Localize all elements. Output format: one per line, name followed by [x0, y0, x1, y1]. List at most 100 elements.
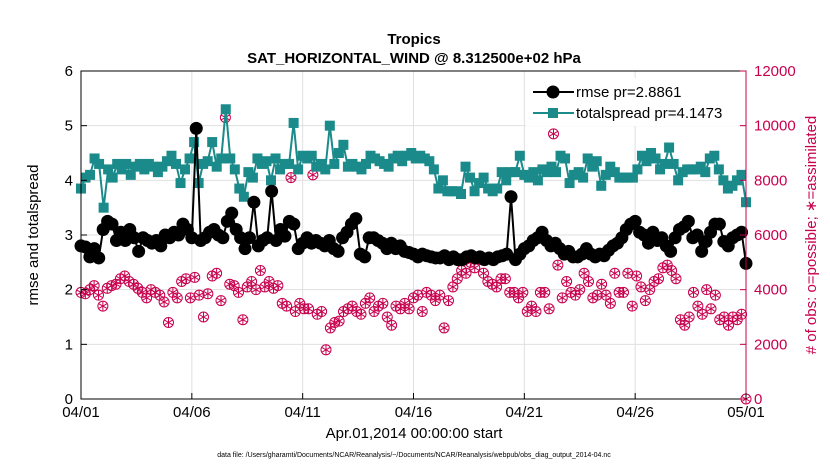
- y-tick-label-left: 2: [65, 282, 73, 299]
- totalspread-point: [225, 153, 236, 164]
- obs-assimilated-point: [737, 309, 747, 320]
- obs-assimilated-point: [697, 309, 707, 320]
- rmse-point: [695, 244, 709, 258]
- totalspread-point: [361, 158, 371, 169]
- obs-assimilated-point: [216, 295, 226, 306]
- rmse-point: [225, 206, 239, 220]
- totalspread-point: [171, 158, 181, 169]
- totalspread-point: [636, 150, 647, 161]
- obs-assimilated-point: [535, 287, 545, 298]
- obs-assimilated-point: [610, 268, 620, 279]
- obs-assimilated-point: [680, 320, 690, 331]
- totalspread-point: [546, 161, 557, 172]
- obs-assimilated-point: [693, 301, 703, 312]
- obs-assimilated-point: [461, 268, 471, 279]
- obs-assimilated-point: [247, 276, 257, 287]
- obs-assimilated-point: [496, 273, 506, 284]
- totalspread-point: [664, 142, 675, 153]
- totalspread-point: [247, 172, 258, 183]
- totalspread-point: [627, 172, 638, 183]
- totalspread-point: [234, 183, 245, 194]
- totalspread-point: [655, 164, 666, 175]
- obs-assimilated-point: [181, 273, 191, 284]
- obs-assimilated-point: [544, 303, 554, 314]
- obs-assimilated-point: [623, 268, 633, 279]
- totalspread-point: [139, 164, 150, 175]
- obs-assimilated-point: [238, 314, 248, 325]
- rmse-point: [349, 212, 363, 226]
- y-axis-label-left: rmse and totalspread: [25, 165, 42, 306]
- totalspread-point: [668, 158, 679, 169]
- totalspread-point: [207, 137, 218, 148]
- obs-assimilated-point: [548, 128, 559, 139]
- legend-box: [526, 78, 738, 126]
- obs-assimilated-point: [435, 290, 445, 301]
- rmse-point: [238, 242, 252, 256]
- totalspread-point: [528, 167, 539, 178]
- totalspread-point: [605, 161, 616, 172]
- totalspread-point: [578, 172, 589, 183]
- totalspread-point: [293, 164, 304, 175]
- totalspread-point: [252, 153, 263, 164]
- rmse-point: [712, 217, 726, 231]
- totalspread-point: [433, 183, 444, 194]
- obs-assimilated-point: [605, 298, 615, 309]
- totalspread-point: [564, 178, 575, 189]
- obs-assimilated-point: [317, 306, 327, 317]
- y-axis-label-right: # of obs: o=possible; ∗=assimilated: [803, 116, 820, 355]
- obs-assimilated-point: [142, 292, 152, 303]
- x-tick-label: 04/06: [173, 404, 211, 421]
- totalspread-point: [148, 161, 159, 172]
- obs-assimilated-point: [356, 309, 366, 320]
- series-layer: [74, 104, 753, 405]
- obs-assimilated-point: [172, 292, 182, 303]
- rmse-point: [278, 229, 292, 243]
- totalspread-point: [89, 153, 100, 164]
- totalspread-point: [211, 161, 222, 172]
- totalspread-point: [243, 167, 254, 178]
- obs-assimilated-point: [710, 290, 720, 301]
- totalspread-point: [428, 164, 439, 175]
- x-tick-label: 04/11: [284, 404, 320, 421]
- totalspread-point: [510, 167, 521, 178]
- obs-assimilated-point: [640, 295, 650, 306]
- obs-assimilated-point: [601, 290, 611, 301]
- totalspread-point: [492, 183, 503, 194]
- obs-assimilated-point: [443, 295, 454, 306]
- obs-assimilated-point: [212, 268, 222, 279]
- obs-assimilated-point: [478, 268, 489, 279]
- totalspread-point: [161, 156, 172, 167]
- obs-assimilated-point: [505, 287, 515, 298]
- rmse-point: [189, 121, 203, 135]
- y-tick-label-right: 0: [754, 391, 762, 408]
- totalspread-point: [266, 175, 276, 186]
- rmse-point: [105, 217, 119, 231]
- obs-assimilated-point: [413, 290, 423, 301]
- totalspread-point: [523, 172, 534, 183]
- totalspread-point: [596, 180, 607, 191]
- totalspread-point: [573, 167, 584, 178]
- totalspread-point: [238, 191, 249, 202]
- totalspread-point: [134, 158, 145, 169]
- obs-assimilated-point: [575, 284, 585, 295]
- obs-assimilated-point: [233, 287, 244, 298]
- y-tick-label-right: 8000: [754, 172, 787, 189]
- legend-rmse-marker: [546, 85, 560, 99]
- totalspread-point: [166, 150, 177, 161]
- totalspread-point: [275, 164, 286, 175]
- obs-assimilated-point: [557, 292, 567, 303]
- x-tick-label: 04/21: [506, 404, 544, 421]
- obs-assimilated-point: [378, 298, 388, 309]
- obs-assimilated-point: [286, 172, 296, 183]
- totalspread-point: [541, 167, 552, 178]
- totalspread-point: [152, 167, 163, 178]
- rmse-point: [247, 195, 261, 209]
- totalspread-point: [673, 175, 684, 186]
- totalspread-point: [324, 120, 335, 131]
- y-tick-label-right: 6000: [754, 227, 787, 244]
- y-tick-label-left: 1: [65, 336, 73, 353]
- totalspread-point: [582, 153, 593, 164]
- obs-assimilated-point: [592, 290, 602, 301]
- x-axis-label: Apr.01,2014 00:00:00 start: [326, 425, 504, 442]
